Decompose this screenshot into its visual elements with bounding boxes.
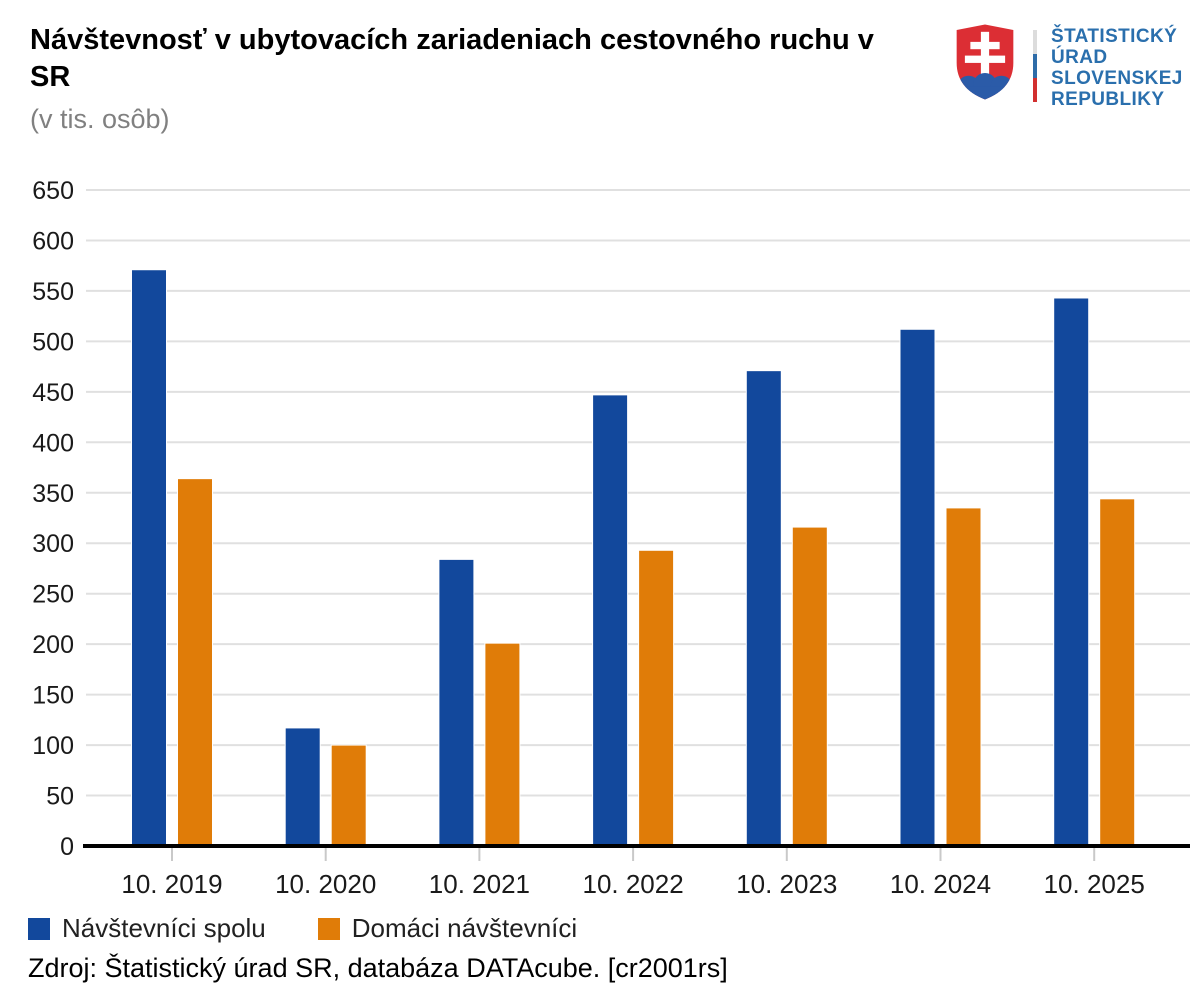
y-axis-tick-label: 250	[32, 581, 74, 609]
y-axis-tick-label: 450	[32, 379, 74, 407]
slovak-coat-of-arms-icon	[956, 24, 1014, 100]
logo-wordmark: ŠTATISTICKÝ ÚRAD SLOVENSKEJ REPUBLIKY	[1051, 26, 1183, 110]
chart-header: Návštevnosť v ubytovacích zariadeniach c…	[30, 22, 910, 135]
bar-domestic[interactable]	[330, 744, 367, 847]
logo-line-2: ÚRAD	[1051, 47, 1108, 68]
legend-label-domestic: Domáci návštevníci	[351, 913, 578, 943]
y-axis-tick-label: 200	[32, 631, 74, 659]
logo-tricolor-divider	[1033, 30, 1037, 102]
chart-subtitle: (v tis. osôb)	[30, 104, 170, 134]
y-axis-tick-label: 400	[32, 429, 74, 457]
bar-domestic[interactable]	[945, 507, 982, 847]
bar-domestic[interactable]	[177, 478, 213, 847]
y-axis-tick-label: 350	[32, 480, 74, 508]
source-note: Zdroj: Štatistický úrad SR, databáza DAT…	[28, 953, 728, 983]
bar-total[interactable]	[438, 558, 475, 847]
x-axis-tick-label: 10. 2023	[736, 869, 837, 899]
y-axis-tick-label: 650	[32, 177, 74, 205]
x-axis-tick-label: 10. 2024	[890, 869, 991, 899]
y-axis-tick-label: 50	[46, 783, 74, 811]
bar-total[interactable]	[131, 269, 167, 847]
y-axis-tick-label: 550	[32, 278, 74, 306]
x-axis-tick-label: 10. 2022	[582, 869, 683, 899]
x-axis-tick-label: 10. 2025	[1044, 869, 1145, 899]
y-axis-tick-label: 300	[32, 530, 74, 558]
chart-legend: Návštevníci spolu Domáci návštevníci	[28, 913, 577, 944]
legend-swatch-blue	[28, 917, 50, 940]
bar-total[interactable]	[745, 370, 782, 847]
bar-domestic[interactable]	[791, 526, 828, 847]
y-axis-tick-label: 100	[32, 732, 74, 760]
bar-domestic[interactable]	[638, 549, 675, 847]
logo-line-4: REPUBLIKY	[1051, 89, 1165, 110]
bar-total[interactable]	[1053, 297, 1090, 847]
bar-total[interactable]	[592, 394, 629, 847]
legend-item-domestic[interactable]: Domáci návštevníci	[317, 913, 578, 944]
bar-domestic[interactable]	[484, 642, 521, 847]
x-axis-tick-label: 10. 2020	[275, 869, 376, 899]
legend-label-total: Návštevníci spolu	[62, 913, 266, 943]
bar-domestic[interactable]	[1099, 498, 1136, 847]
x-axis-tick-label: 10. 2019	[121, 869, 222, 899]
y-axis-tick-label: 500	[32, 328, 74, 356]
page-title: Návštevnosť v ubytovacích zariadeniach c…	[30, 24, 874, 93]
x-axis-tick-label: 10. 2021	[429, 869, 530, 899]
bar-chart: 0 50 100 150 200 250 300 350 400 450 500 550 600 650 1…	[32, 177, 1190, 899]
y-axis-tick-label: 150	[32, 682, 74, 710]
y-axis-tick-label: 0	[60, 833, 74, 861]
bar-total[interactable]	[899, 328, 936, 847]
logo-line-3: SLOVENSKEJ	[1051, 68, 1183, 89]
logo-line-1: ŠTATISTICKÝ	[1051, 26, 1178, 47]
y-axis-tick-label: 600	[32, 227, 74, 255]
stripe-white	[1033, 30, 1037, 54]
legend-item-total[interactable]: Návštevníci spolu	[28, 913, 266, 944]
stripe-red	[1033, 78, 1037, 102]
legend-swatch-orange	[317, 917, 340, 940]
susr-logo: ŠTATISTICKÝ ÚRAD SLOVENSKEJ REPUBLIKY	[953, 22, 1183, 110]
stripe-blue	[1033, 54, 1037, 78]
bar-total[interactable]	[284, 727, 321, 847]
